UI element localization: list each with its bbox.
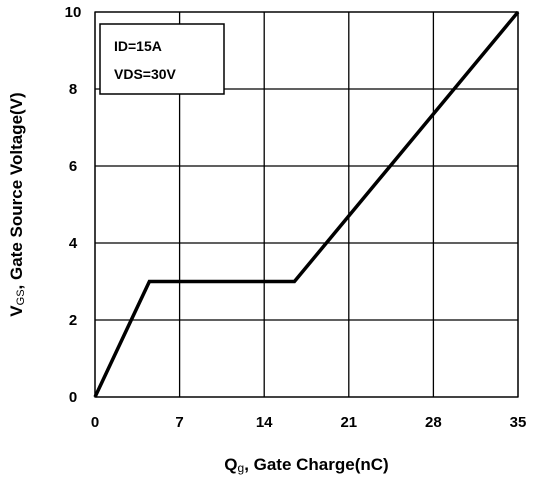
x-tick-label: 14 xyxy=(256,414,273,431)
annotation-box: ID=15A VDS=30V xyxy=(99,23,225,95)
y-axis-title-main: V xyxy=(7,305,26,317)
annotation-line-id: ID=15A xyxy=(114,38,162,54)
x-tick-label: 7 xyxy=(175,414,183,431)
y-axis-title-rest: , Gate Source Voltage(V) xyxy=(7,92,26,289)
y-tick-label: 0 xyxy=(69,389,77,406)
tick-labels: 0 7 14 21 28 35 0 2 4 6 8 10 xyxy=(65,4,527,431)
series xyxy=(93,10,520,398)
x-tick-label: 0 xyxy=(91,414,99,431)
y-tick-label: 6 xyxy=(69,158,77,175)
x-axis-title: Qg, Gate Charge(nC) xyxy=(224,455,388,475)
y-tick-label: 4 xyxy=(69,235,78,252)
x-tick-label: 28 xyxy=(425,414,442,431)
series-line xyxy=(93,10,520,398)
x-tick-label: 35 xyxy=(510,414,527,431)
plot-frame xyxy=(94,11,519,398)
y-tick-label: 2 xyxy=(69,312,77,329)
x-axis-title-main: Q xyxy=(224,455,237,474)
y-axis-title-sub: GS xyxy=(15,289,27,305)
y-tick-label: 8 xyxy=(69,81,77,98)
x-axis-title-sub: g xyxy=(238,461,245,475)
y-tick-label: 10 xyxy=(65,4,82,21)
x-tick-label: 21 xyxy=(340,414,357,431)
annotation-frame xyxy=(99,23,225,95)
x-axis-title-rest: , Gate Charge(nC) xyxy=(244,455,389,474)
annotation-line-vds: VDS=30V xyxy=(114,66,177,82)
y-axis-title: VGS, Gate Source Voltage(V) xyxy=(7,92,27,316)
